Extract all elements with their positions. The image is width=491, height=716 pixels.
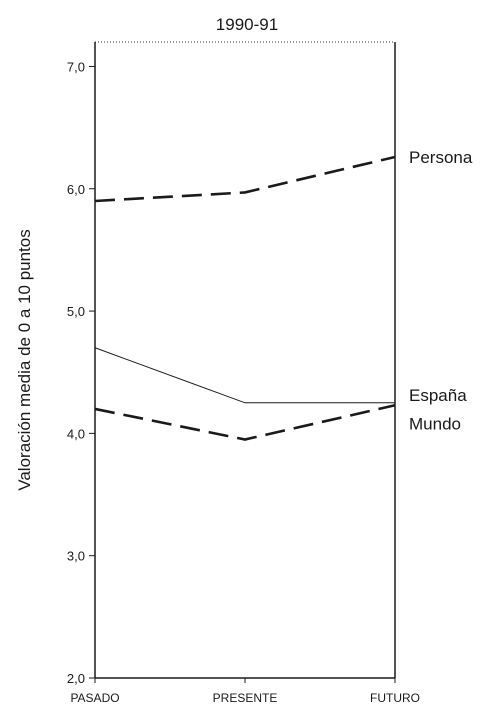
x-tick-label: FUTURO	[370, 691, 420, 705]
x-tick-label: PRESENTE	[213, 691, 278, 705]
series-label: España	[409, 386, 467, 405]
y-tick-label: 6,0	[67, 182, 85, 197]
y-tick-label: 5,0	[67, 304, 85, 319]
y-tick-label: 3,0	[67, 549, 85, 564]
chart-title: 1990-91	[216, 15, 278, 34]
y-tick-label: 7,0	[67, 59, 85, 74]
y-axis-label: Valoración media de 0 a 10 puntos	[15, 229, 34, 490]
x-tick-label: PASADO	[70, 691, 119, 705]
series-line	[94, 403, 396, 441]
series-label: Mundo	[409, 414, 461, 433]
x-ticks: PASADO PRESENTE FUTURO	[70, 678, 420, 705]
y-ticks: 2,0 3,0 4,0 5,0 6,0 7,0	[67, 59, 95, 686]
y-tick-label: 2,0	[67, 671, 85, 686]
series-lines	[94, 155, 396, 441]
series-labels: Persona España Mundo	[409, 148, 473, 433]
series-label: Persona	[409, 148, 473, 167]
series-line	[94, 347, 395, 404]
series-line	[94, 155, 396, 203]
y-tick-label: 4,0	[67, 426, 85, 441]
